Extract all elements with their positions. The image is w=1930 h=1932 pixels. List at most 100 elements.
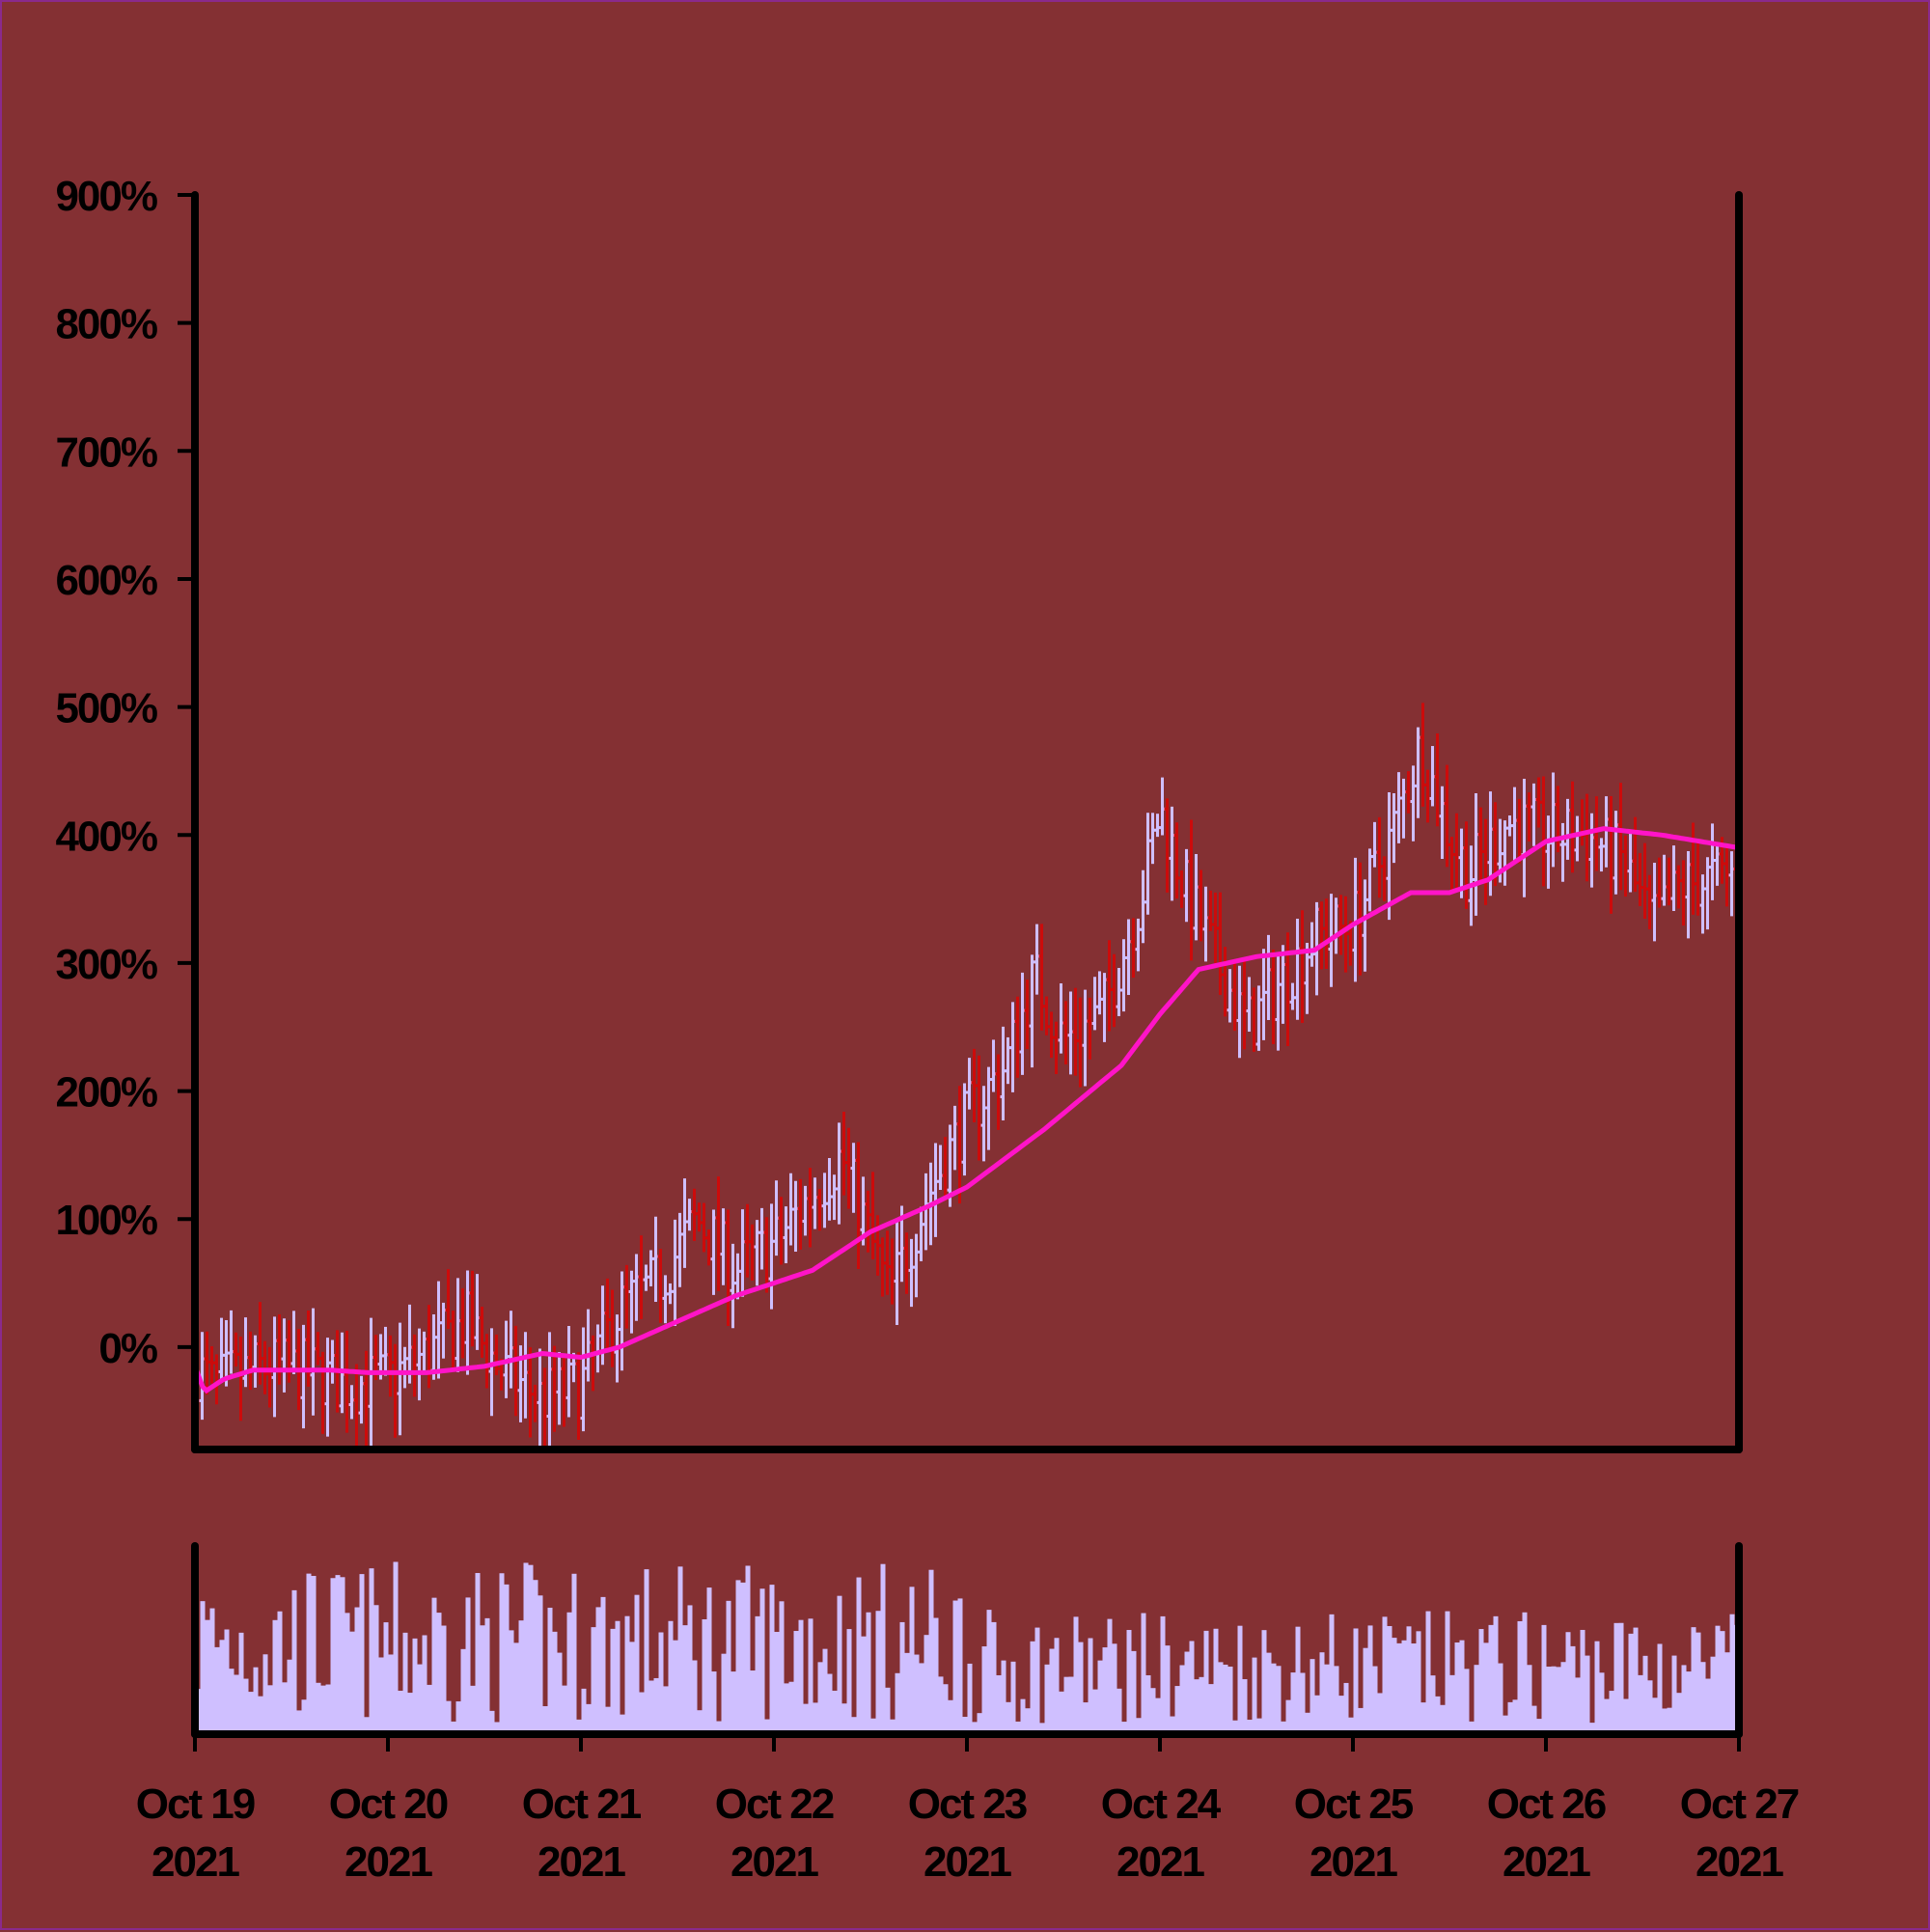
ohlc-bar (401, 1346, 408, 1389)
ohlc-bar (1651, 863, 1658, 942)
volume-bar (1527, 1665, 1532, 1730)
ohlc-bar (1526, 792, 1532, 842)
axes: 0% 100% 200% 300% 400% 500% 600% 700% 800% 900% Oc… (55, 173, 1800, 1886)
ohlc-bar (937, 1145, 944, 1190)
ohlc-bar (792, 1180, 799, 1253)
ohlc-bar (913, 1233, 920, 1298)
ohlc-bar (1420, 703, 1426, 807)
volume-bar (1314, 1695, 1320, 1730)
ohlc-bar (696, 1202, 703, 1232)
ohlc-bar (1646, 874, 1653, 930)
volume-bar (788, 1681, 794, 1730)
ohlc-bar (1371, 821, 1378, 868)
volume-bar (880, 1563, 886, 1730)
volume-bar (262, 1654, 268, 1730)
volume-bar (972, 1722, 978, 1730)
volume-bar (1300, 1672, 1306, 1730)
x-tick-label-date: Oct 23 (908, 1780, 1027, 1828)
ohlc-bar (1255, 985, 1262, 1051)
ohlc-bar (1294, 918, 1301, 1020)
ohlc-bar (739, 1209, 746, 1297)
volume-bar (764, 1719, 770, 1730)
volume-bar (673, 1640, 678, 1730)
volume-bar (663, 1686, 669, 1730)
volume-bar (1652, 1697, 1658, 1730)
volume-bar (238, 1632, 244, 1730)
volume-bar (890, 1719, 896, 1730)
volume-bar (1025, 1708, 1031, 1730)
volume-bar (1628, 1633, 1634, 1730)
volume-bar (1657, 1643, 1663, 1730)
ohlc-bar (1632, 816, 1639, 893)
volume-bar (1416, 1631, 1421, 1730)
volume-bar (1546, 1667, 1552, 1730)
volume-bar (1189, 1641, 1195, 1730)
ohlc-bar (1376, 816, 1383, 898)
ohlc-bar (1453, 813, 1460, 889)
ohlc-bar (730, 1243, 736, 1329)
volume-bar (1570, 1645, 1576, 1730)
ohlc-bar (1120, 939, 1127, 1012)
ohlc-bar (1545, 815, 1552, 889)
ohlc-bar (1709, 823, 1716, 900)
volume-bar (1063, 1676, 1069, 1730)
ohlc-bar (672, 1219, 678, 1326)
volume-bar (1006, 1701, 1011, 1730)
volume-bar (287, 1659, 292, 1730)
volume-bar (1676, 1693, 1682, 1730)
ohlc-bar (715, 1176, 722, 1291)
volume-bar (465, 1597, 471, 1730)
ohlc-bar (1009, 1002, 1016, 1092)
ohlc-bar (638, 1235, 645, 1319)
volume-bar (1507, 1701, 1513, 1730)
ohlc-bar (1000, 1026, 1006, 1121)
ohlc-bar (455, 1278, 461, 1372)
volume-bar (1334, 1666, 1339, 1730)
ohlc-bar (488, 1328, 495, 1417)
volume-bar (600, 1596, 606, 1730)
volume-bar (933, 1617, 939, 1730)
volume-bar (214, 1646, 220, 1730)
ohlc-bar (1579, 799, 1585, 846)
volume-bar (316, 1682, 321, 1730)
ohlc-bar (951, 1105, 958, 1171)
volume-bar (1078, 1642, 1084, 1730)
volume-bar (1667, 1707, 1672, 1730)
volume-bar (687, 1605, 693, 1730)
volume-bar (1150, 1688, 1156, 1730)
volume-bar (1454, 1642, 1460, 1730)
volume-bar (586, 1703, 592, 1730)
ohlc-bar (932, 1143, 939, 1237)
volume-bar (1092, 1689, 1098, 1730)
ohlc-bar (1299, 910, 1306, 1023)
ohlc-bar (1598, 838, 1605, 872)
ohlc-bar (1463, 821, 1470, 909)
ohlc-bar (763, 1217, 770, 1293)
volume-bar (1613, 1622, 1619, 1730)
volume-bar (248, 1692, 254, 1730)
volume-bar (1261, 1630, 1267, 1730)
ohlc-bar (609, 1289, 616, 1367)
volume-bar (1430, 1675, 1436, 1730)
volume-bar (1194, 1679, 1199, 1730)
volume-bar (1131, 1650, 1137, 1730)
ohlc-bar (1043, 996, 1050, 1035)
ohlc-bar (479, 1307, 485, 1358)
ohlc-bar (363, 1350, 370, 1448)
ohlc-bar (676, 1212, 683, 1287)
ohlc-bar (1173, 822, 1180, 899)
ohlc-bar (1410, 765, 1417, 842)
x-tick-label-date: Oct 26 (1487, 1780, 1606, 1828)
ohlc-bar (1699, 874, 1706, 934)
ohlc-bar (1091, 977, 1098, 1031)
ohlc-bar (1005, 1036, 1011, 1085)
ohlc-bar (1424, 769, 1431, 823)
ohlc-bar (416, 1328, 423, 1401)
volume-bar (480, 1625, 485, 1730)
volume-bar (378, 1657, 384, 1730)
ohlc-bar (1309, 922, 1315, 967)
volume-bar (1020, 1698, 1026, 1730)
volume-bar (827, 1673, 833, 1730)
volume-bar (571, 1573, 577, 1730)
volume-bar (1406, 1626, 1412, 1730)
